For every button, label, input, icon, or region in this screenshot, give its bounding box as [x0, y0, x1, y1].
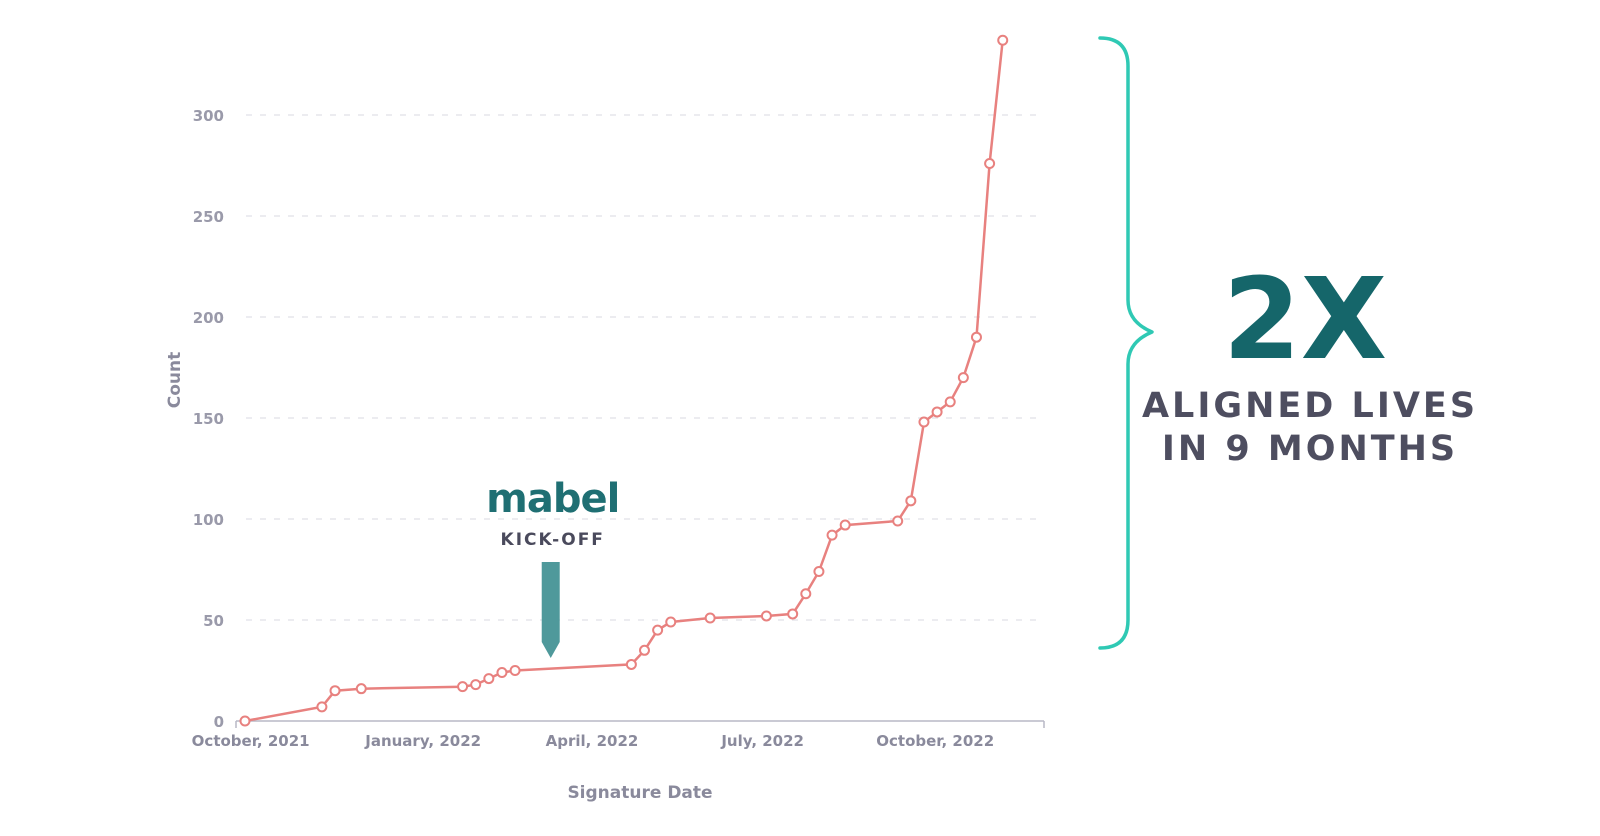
y-tick-label: 200 — [193, 309, 224, 327]
data-point — [957, 372, 969, 384]
axes — [235, 720, 1045, 728]
data-point — [355, 683, 367, 695]
data-point — [826, 529, 838, 541]
data-point — [239, 715, 251, 727]
y-tick-label: 250 — [193, 208, 224, 226]
data-point — [496, 667, 508, 679]
data-point — [652, 624, 664, 636]
series-points — [239, 34, 1009, 727]
data-point — [905, 495, 917, 507]
x-tick-label: January, 2022 — [364, 732, 481, 750]
data-point — [813, 566, 825, 578]
kickoff-annotation: mabel KICK-OFF — [486, 476, 620, 658]
bracket-brace — [1098, 36, 1154, 650]
data-point — [931, 406, 943, 418]
data-point — [787, 608, 799, 620]
data-point — [800, 588, 812, 600]
x-tick-label: July, 2022 — [720, 732, 804, 750]
data-point — [984, 157, 996, 169]
x-tick-label: April, 2022 — [546, 732, 639, 750]
data-point — [509, 665, 521, 676]
data-point — [665, 616, 677, 628]
x-tick-label: October, 2022 — [876, 732, 994, 750]
callout: 2X ALIGNED LIVES IN 9 MONTHS — [1142, 255, 1478, 469]
data-point — [639, 644, 650, 656]
kickoff-arrow-marker — [541, 562, 560, 658]
data-point — [483, 673, 495, 685]
data-point — [970, 331, 982, 343]
data-point — [944, 396, 956, 408]
kickoff-label: KICK-OFF — [501, 530, 605, 550]
data-point — [918, 416, 930, 428]
callout-line-1: ALIGNED LIVES — [1142, 386, 1478, 426]
y-tick-label: 0 — [214, 713, 224, 731]
callout-headline: 2X — [1223, 255, 1387, 385]
data-point — [892, 515, 904, 527]
series-line — [244, 40, 1004, 723]
x-axis-label: Signature Date — [567, 783, 712, 803]
data-point — [329, 685, 341, 697]
series-count — [239, 34, 1009, 727]
data-point — [704, 612, 716, 624]
y-tick-label: 150 — [193, 410, 224, 428]
data-point — [470, 679, 482, 691]
data-point — [997, 34, 1009, 46]
data-point — [839, 519, 851, 531]
data-point — [316, 701, 328, 713]
data-point — [457, 681, 469, 693]
y-axis-label: Count — [165, 352, 185, 409]
y-tick-label: 100 — [193, 511, 224, 529]
grid-lines — [246, 114, 1044, 621]
mabel-logo: mabel — [486, 476, 619, 522]
data-point — [625, 658, 637, 670]
x-tick-label: October, 2021 — [192, 732, 310, 750]
y-tick-label: 300 — [193, 107, 224, 125]
y-tick-labels: 0 50 100 150 200 250 300 — [193, 107, 224, 731]
y-tick-label: 50 — [203, 612, 224, 630]
x-tick-labels: October, 2021 January, 2022 April, 2022 Jul… — [192, 732, 994, 750]
data-point — [760, 610, 772, 622]
callout-line-2: IN 9 MONTHS — [1162, 429, 1458, 469]
